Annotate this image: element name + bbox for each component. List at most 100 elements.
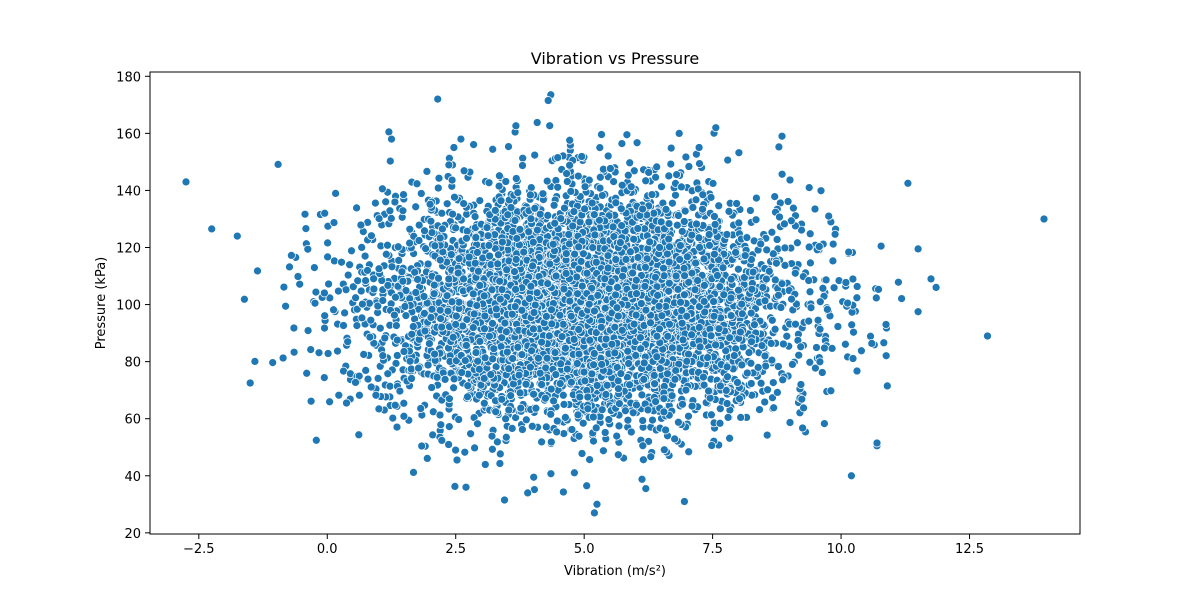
data-point <box>357 243 367 252</box>
data-point <box>691 258 700 268</box>
data-point <box>250 357 260 366</box>
data-point <box>553 153 563 162</box>
data-point <box>684 349 693 359</box>
data-point <box>617 139 627 148</box>
data-point <box>361 366 371 375</box>
data-point <box>240 294 249 304</box>
data-point <box>323 252 332 262</box>
data-point <box>515 388 525 398</box>
data-point <box>423 360 433 370</box>
data-point <box>355 390 364 400</box>
data-point <box>383 281 393 290</box>
data-point <box>772 235 782 244</box>
data-point <box>666 143 676 153</box>
data-point <box>820 343 829 353</box>
data-point <box>567 425 577 434</box>
data-point <box>405 356 415 366</box>
data-point <box>770 275 780 285</box>
data-point <box>684 447 694 457</box>
data-point <box>612 431 622 441</box>
data-point <box>542 176 552 186</box>
data-point <box>428 430 438 440</box>
data-point <box>427 383 437 392</box>
data-point <box>775 212 784 222</box>
data-point <box>507 424 517 433</box>
data-point <box>301 224 311 233</box>
points-layer <box>181 90 1049 518</box>
data-point <box>422 454 432 463</box>
data-point <box>475 196 485 205</box>
data-point <box>805 357 815 367</box>
data-point <box>516 403 526 413</box>
data-point <box>785 175 795 185</box>
data-point <box>841 339 850 349</box>
data-point <box>339 321 348 330</box>
data-point <box>762 274 771 284</box>
data-point <box>722 399 732 408</box>
data-point <box>652 162 662 172</box>
data-point <box>452 311 461 321</box>
data-point <box>390 310 399 320</box>
data-point <box>506 391 516 400</box>
data-point <box>447 175 457 185</box>
data-point <box>767 355 777 365</box>
data-point <box>450 192 459 202</box>
data-point <box>794 350 804 360</box>
data-point <box>411 288 421 297</box>
data-point <box>637 390 647 400</box>
data-point <box>708 179 718 188</box>
data-point <box>484 178 494 188</box>
data-point <box>334 286 343 296</box>
data-point <box>806 258 815 268</box>
data-point <box>649 371 659 380</box>
data-point <box>337 257 346 267</box>
data-point <box>577 152 587 161</box>
data-point <box>434 173 444 183</box>
data-point <box>804 242 814 252</box>
data-point <box>684 162 694 171</box>
data-point <box>435 410 445 420</box>
data-point <box>829 283 839 293</box>
data-point <box>378 184 387 194</box>
data-point <box>788 360 797 369</box>
data-point <box>804 276 814 285</box>
data-point <box>648 415 657 425</box>
data-point <box>552 416 562 426</box>
data-point <box>343 337 353 347</box>
data-point <box>268 358 278 367</box>
data-point <box>289 323 299 333</box>
data-point <box>637 474 647 484</box>
data-point <box>706 193 716 202</box>
data-point <box>621 406 630 416</box>
data-point <box>852 293 862 303</box>
data-point <box>664 286 674 296</box>
data-point <box>293 272 303 281</box>
data-point <box>818 283 828 293</box>
data-point <box>253 266 262 276</box>
data-point <box>444 440 453 449</box>
data-point <box>774 362 783 371</box>
data-point <box>381 249 391 259</box>
data-point <box>561 249 571 258</box>
data-point <box>852 282 862 291</box>
data-point <box>725 333 735 343</box>
data-point <box>595 143 605 152</box>
data-point <box>762 430 772 440</box>
data-point <box>526 183 536 192</box>
data-point <box>369 274 378 284</box>
data-point <box>694 143 704 152</box>
data-point <box>625 380 634 390</box>
data-point <box>570 468 579 478</box>
data-point <box>773 388 782 397</box>
data-point <box>416 404 426 413</box>
data-point <box>879 338 889 348</box>
data-point <box>626 182 636 192</box>
data-point <box>814 242 824 251</box>
data-point <box>799 403 808 413</box>
data-point <box>688 203 698 212</box>
data-point <box>320 311 330 321</box>
data-point <box>314 348 324 358</box>
data-point <box>518 153 528 163</box>
data-point <box>691 195 701 205</box>
